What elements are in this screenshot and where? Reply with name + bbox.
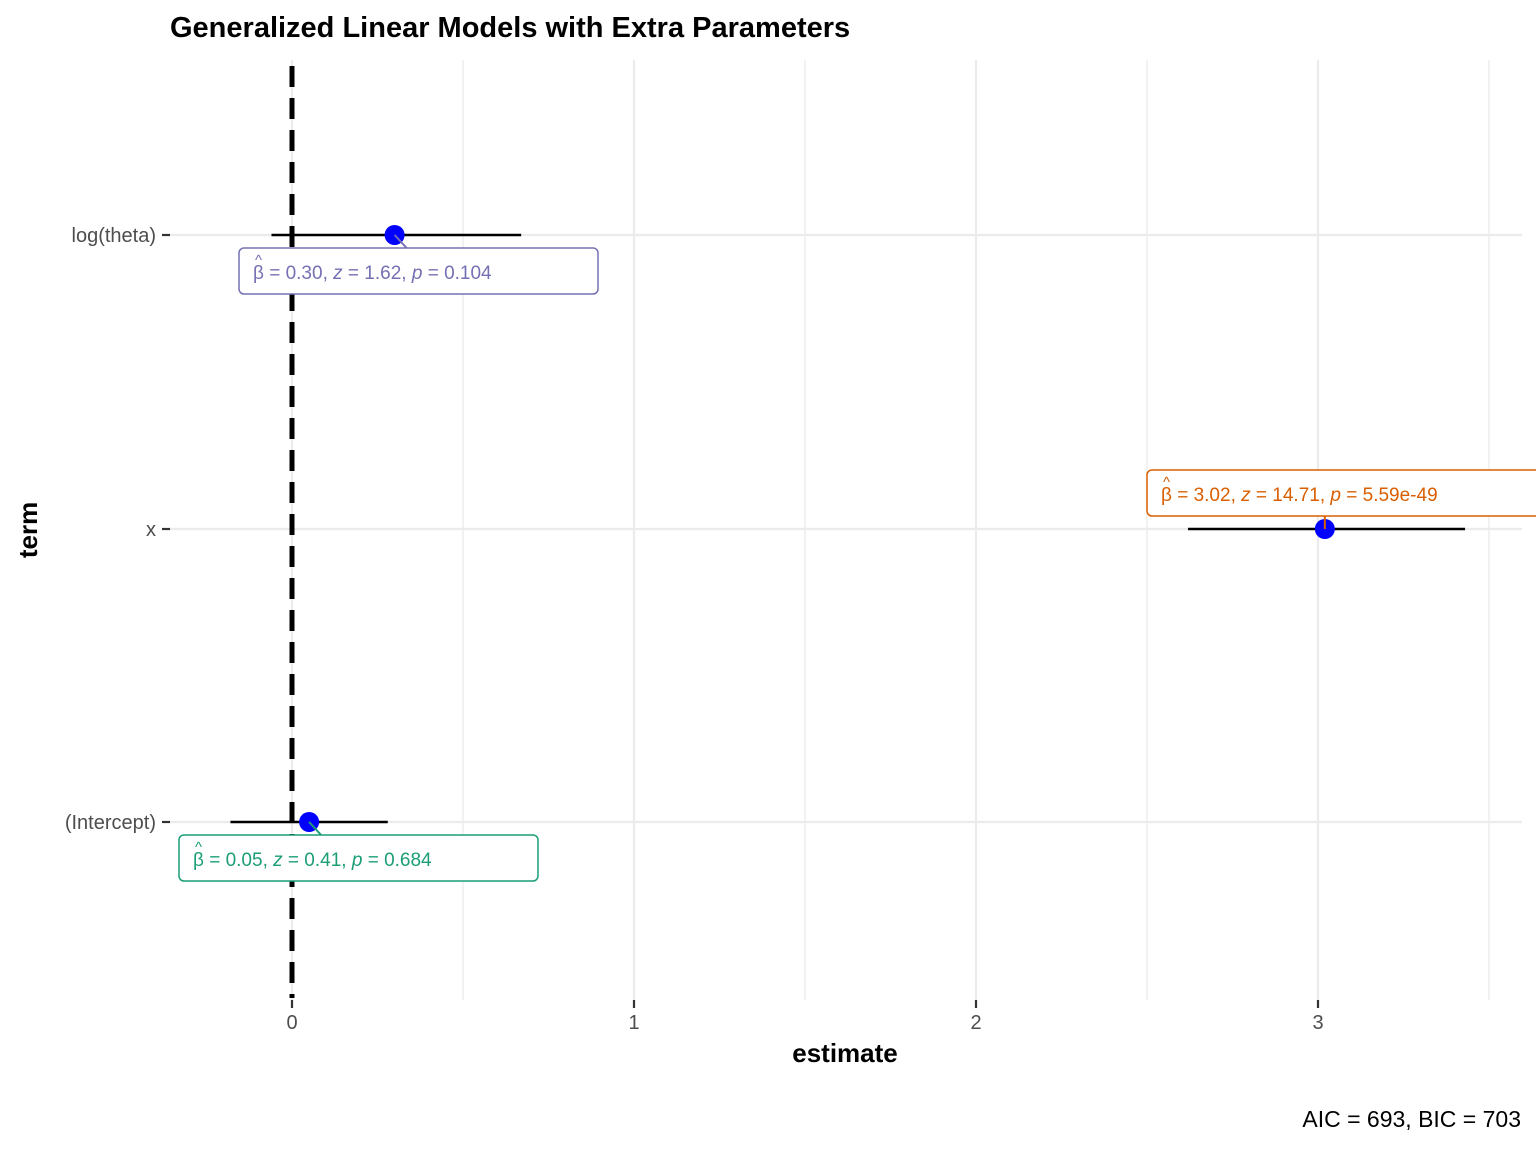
x-axis-title: estimate bbox=[792, 1038, 898, 1068]
estimate-label-box bbox=[1146, 469, 1536, 517]
chart-title: Generalized Linear Models with Extra Par… bbox=[170, 12, 850, 44]
x-tick-label: 2 bbox=[970, 1012, 981, 1034]
y-axis-title: term bbox=[13, 502, 43, 558]
estimate-label-box bbox=[178, 834, 539, 882]
y-tick-label: log(theta) bbox=[72, 225, 157, 247]
estimate-label-box bbox=[238, 247, 599, 295]
estimate-label-text: ^ β = 0.30, z = 1.62, p = 0.104 bbox=[253, 252, 492, 284]
x-tick-label: 3 bbox=[1312, 1012, 1323, 1034]
estimate-label-text: ^ β = 0.05, z = 0.41, p = 0.684 bbox=[193, 839, 432, 871]
x-tick-label: 0 bbox=[286, 1012, 297, 1034]
estimate-labels: ^ β = 0.30, z = 1.62, p = 0.104 ^ β = 3.02,… bbox=[178, 234, 1536, 882]
chart-caption: AIC = 693, BIC = 703 bbox=[1302, 1106, 1521, 1132]
estimate-label-text: ^ β = 3.02, z = 14.71, p = 5.59e-49 bbox=[1161, 474, 1438, 506]
y-tick-label: x bbox=[146, 519, 156, 541]
label-connector bbox=[308, 821, 322, 836]
label-connector bbox=[393, 234, 408, 249]
axis-ticks: log(theta) x (Intercept) 0 1 2 3 bbox=[65, 225, 1324, 1034]
x-tick-label: 1 bbox=[628, 1012, 639, 1034]
y-tick-label: (Intercept) bbox=[65, 812, 156, 834]
